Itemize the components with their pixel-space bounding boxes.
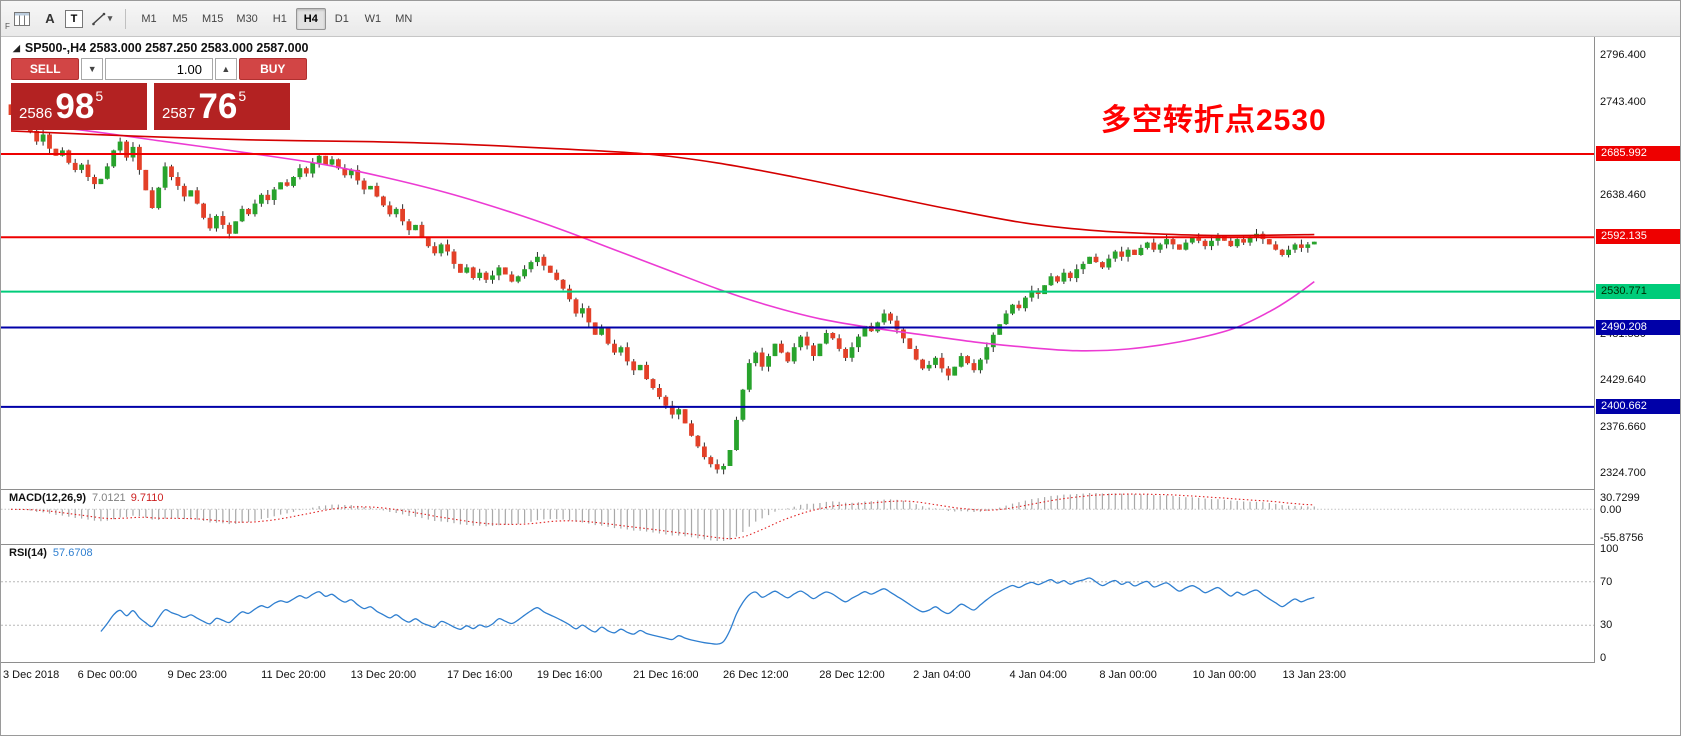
macd-histogram (16, 493, 1315, 541)
macd-panel[interactable]: MACD(12,26,9) 7.0121 9.7110 (1, 490, 1594, 544)
sell-button[interactable]: SELL (11, 58, 80, 80)
time-axis-label: 21 Dec 16:00 (633, 669, 699, 681)
chevron-down-icon: ▼ (87, 64, 97, 74)
chart-grid-icon[interactable] (9, 7, 35, 31)
price-axis-label: 2429.640 (1600, 374, 1646, 387)
candlestick-chart (1, 104, 1594, 475)
text-annotation-icon[interactable]: A (45, 11, 55, 26)
timeframe-button-m5[interactable]: M5 (172, 12, 188, 25)
rsi-axis-label: 70 (1600, 575, 1613, 588)
panel-separator[interactable] (1, 489, 1680, 490)
rsi-value: 57.6708 (52, 547, 93, 559)
time-axis-label: 11 Dec 20:00 (261, 669, 326, 681)
time-axis-label: 17 Dec 16:00 (446, 669, 513, 681)
price-tag: 2490.208 (1596, 319, 1680, 335)
time-axis-label: 3 Dec 2018 (3, 669, 60, 681)
price-tag: 2400.662 (1596, 398, 1680, 414)
buy-price-display[interactable]: 2587 76 5 (154, 83, 290, 130)
time-axis-label: 26 Dec 12:00 (723, 669, 789, 681)
macd-signal-line (10, 493, 1315, 540)
time-axis-label: 4 Jan 04:00 (1009, 669, 1067, 681)
macd-axis-label: 30.7299 (1600, 492, 1640, 504)
macd-plot (1, 493, 1594, 541)
time-axis-label: 2 Jan 04:00 (913, 669, 971, 681)
rsi-panel[interactable]: RSI(14) 57.6708 (1, 545, 1594, 662)
volume-increase-button[interactable]: ▲ (215, 58, 237, 80)
panel-separator (1, 662, 1680, 663)
price-axis-label: 2324.700 (1600, 467, 1646, 480)
sell-price-prefix: 2586 (19, 105, 53, 122)
time-axis-label: 13 Jan 23:00 (1282, 669, 1347, 681)
time-axis-label: 8 Jan 00:00 (1099, 669, 1157, 681)
rsi-line (100, 577, 1315, 645)
toolbar-separator (125, 8, 126, 29)
rsi-axis-label: 30 (1600, 619, 1613, 632)
timeframe-button-m30[interactable]: M30 (236, 12, 258, 25)
sell-price-display[interactable]: 2586 98 5 (11, 83, 147, 130)
macd-main-value: 7.0121 (92, 492, 126, 504)
time-axis-label: 19 Dec 16:00 (536, 669, 603, 681)
price-axis-label: 2638.460 (1600, 189, 1646, 202)
timeframe-button-h4[interactable]: H4 (295, 7, 326, 30)
volume-dropdown-button[interactable]: ▼ (81, 58, 103, 80)
text-box-icon[interactable]: T (65, 9, 83, 28)
buy-button[interactable]: BUY (238, 58, 307, 80)
price-chart-panel[interactable]: ◢ SP500-,H4 2583.000 2587.250 2583.000 2… (1, 37, 1594, 489)
panel-separator[interactable] (1, 544, 1680, 545)
sell-price-pip: 5 (95, 88, 104, 104)
macd-label: MACD(12,26,9) 7.0121 9.7110 (9, 492, 164, 504)
chevron-up-icon: ▲ (221, 64, 231, 74)
buy-price-big: 76 (198, 87, 238, 126)
chart-text-annotation: 多空转折点2530 (1101, 104, 1327, 137)
quote-text: SP500-,H4 2583.000 2587.250 2583.000 258… (24, 41, 309, 55)
rsi-label: RSI(14) 57.6708 (9, 547, 93, 559)
price-axis[interactable]: 2796.4002743.4002638.4602481.5802429.640… (1594, 37, 1680, 664)
volume-input[interactable] (105, 58, 213, 80)
candlesticks (8, 104, 1317, 475)
timeframe-button-mn[interactable]: MN (395, 12, 413, 25)
symbol-quote-line: ◢ SP500-,H4 2583.000 2587.250 2583.000 2… (13, 41, 309, 55)
chart-corner-icon: ◢ (13, 42, 20, 53)
macd-signal-value: 9.7110 (130, 492, 164, 504)
top-toolbar: F A T ▾ M1 M5 M15 M30 H1 H4 D1 W1 MN (1, 1, 1680, 37)
buy-price-pip: 5 (238, 88, 247, 104)
ma-slow-line (10, 130, 1315, 237)
rsi-axis-label: 100 (1600, 543, 1619, 555)
timeframe-button-d1[interactable]: D1 (334, 12, 349, 25)
time-axis-label: 6 Dec 00:00 (77, 669, 137, 681)
timeframe-button-h1[interactable]: H1 (272, 12, 287, 25)
line-studies-icon[interactable]: ▾ (89, 7, 115, 31)
toolbar-f-label: F (5, 22, 10, 31)
rsi-plot (1, 577, 1594, 645)
timeframe-button-w1[interactable]: W1 (364, 12, 382, 25)
macd-title: MACD(12,26,9) (9, 492, 87, 504)
sell-price-big: 98 (55, 87, 95, 126)
timeframe-button-m1[interactable]: M1 (141, 12, 157, 25)
time-axis-label: 13 Dec 20:00 (350, 669, 417, 681)
price-axis-label: 2796.400 (1600, 49, 1646, 62)
rsi-axis-label: 0 (1600, 652, 1607, 664)
timeframe-button-m15[interactable]: M15 (202, 12, 224, 25)
price-tag: 2592.135 (1596, 229, 1680, 245)
time-axis-label: 9 Dec 23:00 (167, 669, 227, 681)
time-axis[interactable]: 3 Dec 2018 6 Dec 00:00 9 Dec 23:00 11 Dec 2… (1, 663, 1680, 692)
ma-fast-line (10, 121, 1315, 352)
time-axis-label: 28 Dec 12:00 (819, 669, 885, 681)
buy-price-prefix: 2587 (162, 105, 196, 122)
chevron-down-icon: ▾ (107, 13, 113, 23)
rsi-title: RSI(14) (9, 547, 47, 559)
one-click-trade-panel: SELL ▼ ▲ BUY 2586 98 5 2587 76 5 (11, 58, 307, 130)
price-tag: 2685.992 (1596, 145, 1680, 161)
price-axis-label: 2376.660 (1600, 421, 1646, 434)
macd-axis-label: -55.8756 (1600, 532, 1644, 544)
time-axis-label: 10 Jan 00:00 (1192, 669, 1257, 681)
macd-axis-label: 0.00 (1600, 504, 1622, 517)
price-tag: 2530.771 (1596, 283, 1680, 299)
timeframe-button-group: M1 M5 M15 M30 H1 H4 D1 W1 MN (134, 7, 420, 30)
price-axis-label: 2743.400 (1600, 96, 1646, 109)
